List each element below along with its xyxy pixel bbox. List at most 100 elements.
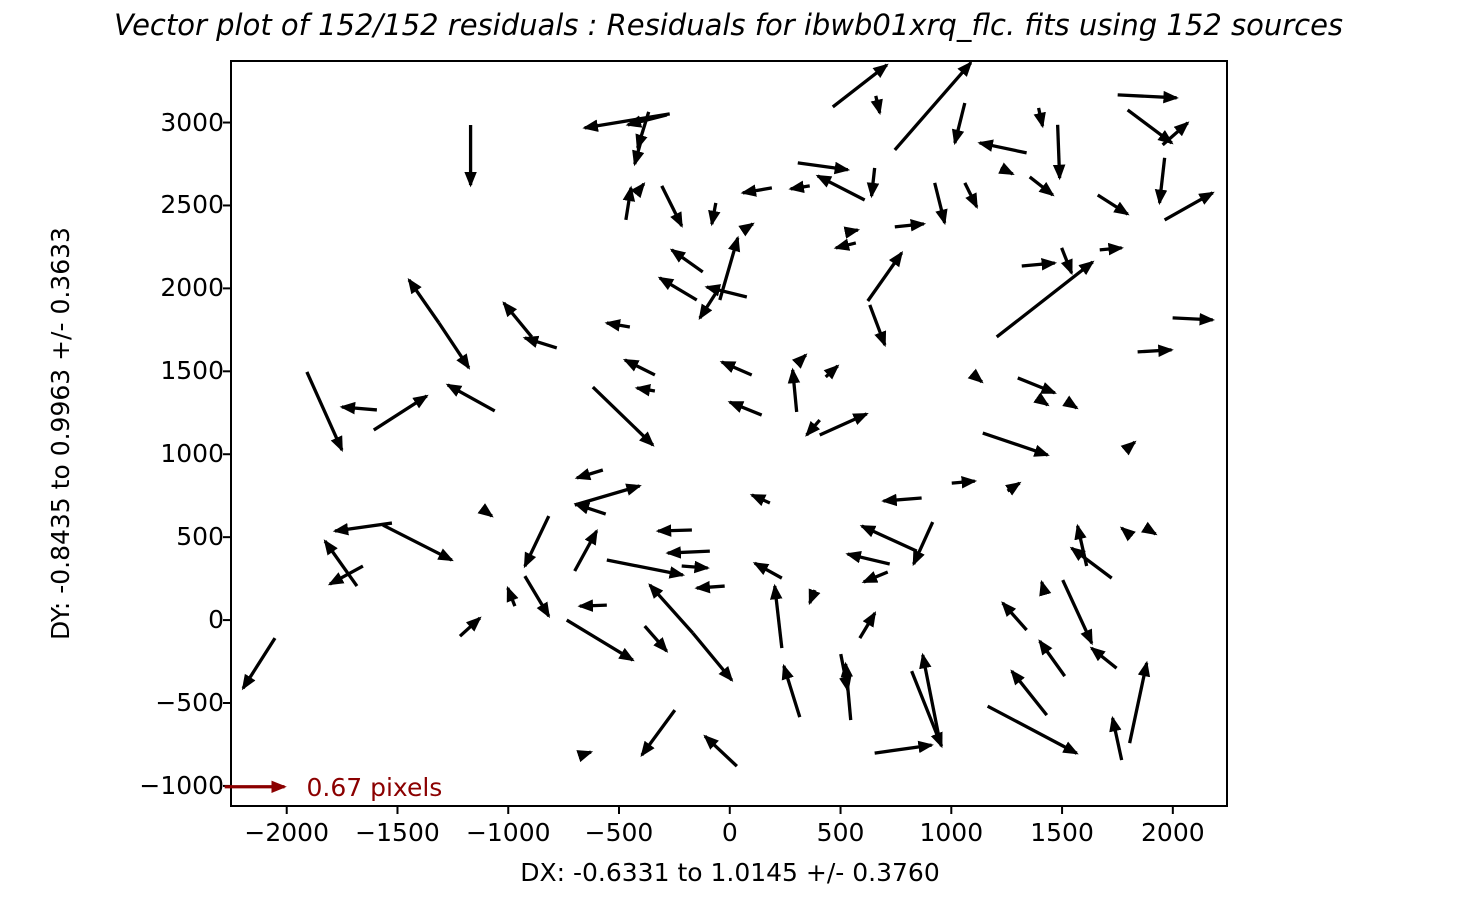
x-tick-label: 0 xyxy=(721,818,738,847)
residual-vector xyxy=(781,663,802,718)
residual-vector xyxy=(805,418,821,437)
residual-vector xyxy=(694,580,725,594)
residual-vector xyxy=(998,162,1015,176)
residual-vector xyxy=(1089,646,1118,670)
residual-vector xyxy=(995,260,1095,339)
residual-vector xyxy=(977,139,1027,155)
residual-vector xyxy=(634,384,656,397)
residual-vector xyxy=(681,560,710,574)
residual-vector xyxy=(1172,312,1216,326)
residual-vector xyxy=(655,524,692,537)
residual-vector xyxy=(815,174,866,202)
residual-vector xyxy=(643,624,669,653)
residual-vector xyxy=(861,570,889,584)
residual-vector xyxy=(912,521,935,567)
residual-vector xyxy=(951,102,967,146)
residual-vector xyxy=(1005,481,1022,496)
residual-vectors xyxy=(241,61,1216,768)
residual-vector xyxy=(665,546,710,559)
x-tick-label: −2000 xyxy=(244,818,329,847)
residual-vector xyxy=(874,740,934,755)
x-tick-label: −500 xyxy=(584,818,654,847)
residual-vector xyxy=(565,618,635,662)
x-tick-label: 1000 xyxy=(919,818,984,847)
residual-vector xyxy=(703,734,738,768)
residual-vector xyxy=(866,251,904,302)
residual-vector xyxy=(791,353,808,369)
residual-vector xyxy=(372,394,429,432)
residual-vector xyxy=(1060,247,1074,276)
scale-arrow-label: 0.67 pixels xyxy=(307,773,443,802)
residual-vector xyxy=(843,226,861,239)
residual-vector xyxy=(437,321,471,370)
residual-vector xyxy=(1001,601,1028,632)
residual-vector xyxy=(986,704,1079,755)
residual-vector xyxy=(577,599,607,612)
y-tick-label: −1000 xyxy=(139,770,224,800)
residual-vector xyxy=(1033,107,1046,129)
residual-vector xyxy=(445,383,496,413)
residual-vector xyxy=(893,61,973,151)
y-tick-label: 0 xyxy=(208,605,224,635)
residual-vector xyxy=(573,528,599,572)
residual-vector xyxy=(951,475,978,489)
residual-vector xyxy=(1154,157,1168,206)
residual-vector xyxy=(788,180,811,194)
residual-vector xyxy=(752,561,783,580)
residual-vector xyxy=(833,238,857,251)
residual-vector xyxy=(840,661,854,721)
tick-marks xyxy=(223,121,1174,814)
residual-vector xyxy=(831,63,889,109)
quiver-canvas: 0.67 pixels xyxy=(223,61,1216,814)
residual-vector xyxy=(576,750,594,763)
residual-vector xyxy=(1161,121,1190,147)
y-tick-label: 2500 xyxy=(160,190,224,220)
y-tick-label: 1000 xyxy=(160,439,224,469)
residual-vector xyxy=(1163,191,1215,222)
residual-vector xyxy=(719,360,753,377)
residual-vector xyxy=(622,185,636,221)
residual-vector xyxy=(573,502,607,516)
residual-vector xyxy=(522,335,558,350)
residual-vector xyxy=(632,137,645,167)
residual-vector xyxy=(1137,344,1174,357)
residual-vector xyxy=(1141,521,1158,536)
residual-vector xyxy=(339,401,378,415)
residual-vector xyxy=(323,539,359,588)
residual-vector xyxy=(910,670,944,749)
x-tick-label: −1500 xyxy=(355,818,440,847)
residual-vector xyxy=(660,185,684,228)
residual-vector xyxy=(382,523,454,562)
residual-vector xyxy=(749,493,771,507)
residual-vector xyxy=(1120,440,1137,456)
residual-vector xyxy=(1069,546,1113,580)
plot-area xyxy=(230,60,1228,807)
residual-vector xyxy=(866,167,880,199)
residual-vector xyxy=(708,202,721,227)
scale-arrow-group: 0.67 pixels xyxy=(224,773,443,802)
x-tick-label: 500 xyxy=(816,818,865,847)
residual-vector xyxy=(982,431,1050,457)
residual-vector xyxy=(604,319,631,332)
residual-vector xyxy=(591,385,655,447)
residual-vector xyxy=(704,284,748,299)
y-tick-label: 500 xyxy=(176,522,224,552)
residual-vector xyxy=(691,631,734,682)
residual-vector xyxy=(657,276,698,302)
x-axis-label: DX: -0.6331 to 1.0145 +/- 0.3760 xyxy=(520,858,940,887)
y-tick-label: −500 xyxy=(155,688,224,717)
residual-vector xyxy=(1038,639,1067,678)
residual-vector xyxy=(894,218,927,232)
residual-vector xyxy=(819,412,869,437)
residual-vector xyxy=(640,709,677,757)
residual-vector xyxy=(606,558,686,579)
residual-vector xyxy=(523,575,551,619)
residual-vector xyxy=(1099,242,1124,256)
residual-vector xyxy=(797,161,851,175)
residual-vector xyxy=(669,248,704,274)
residual-vector xyxy=(967,368,984,384)
residual-vector xyxy=(327,564,364,586)
residual-vector xyxy=(502,301,534,339)
residual-vector xyxy=(859,524,918,553)
residual-vector xyxy=(1028,175,1055,197)
